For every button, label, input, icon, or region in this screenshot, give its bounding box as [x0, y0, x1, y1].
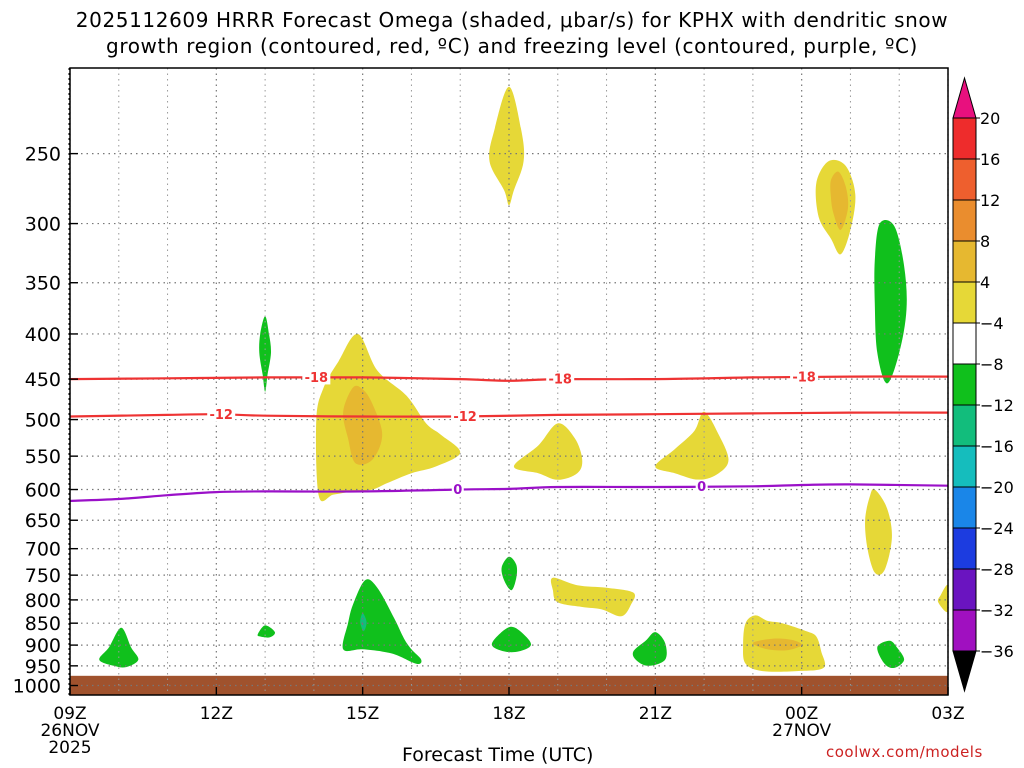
omega-area-yellow-0220	[865, 488, 892, 575]
colorbar-label-6: −8	[980, 355, 1004, 374]
colorbar-label-4: 4	[980, 273, 990, 292]
colorbar-band-1	[952, 158, 977, 201]
x-axis-label: Forecast Time (UTC)	[402, 744, 594, 766]
colorbar-band-12	[952, 609, 977, 652]
omega-colorbar: 20 16 12 8 4 −4 −8 −12 −16 −20 −24 −28 −32 −36	[952, 76, 1014, 693]
omega-area-green-1500	[342, 579, 422, 665]
colorbar-label-9: −20	[980, 478, 1014, 497]
contour-label-bg-freezing-level-1	[695, 479, 708, 494]
omega-area-green-1810	[491, 626, 532, 653]
x-tick-label-03Z: 03Z	[931, 704, 964, 724]
contour-label-dgz-minus12-0: -12	[209, 408, 233, 423]
contour-label-bg-dgz-minus12-0	[207, 407, 236, 422]
x-tick-sublabel-09Z-1: 2025	[48, 738, 91, 758]
axes-layer: 2503003504004505005506006507007508008509…	[13, 67, 965, 758]
omega-area-orange-0120	[830, 171, 849, 230]
omega-area-orange-2330	[752, 638, 802, 651]
y-tick-label-900: 900	[25, 635, 61, 657]
x-tick-sublabel-00Z-0: 27NOV	[772, 721, 831, 741]
y-tick-label-450: 450	[25, 369, 61, 391]
contour-label-freezing-level-1: 0	[697, 480, 706, 495]
omega-area-green-1300	[257, 625, 276, 638]
omega-area-yellow-250	[489, 86, 525, 206]
colorbar-label-12: −32	[980, 601, 1014, 620]
omega-area-teal-1500	[360, 613, 367, 632]
grid-layer	[69, 68, 949, 695]
omega-area-orange-1603	[343, 385, 383, 465]
colorbar-label-10: −24	[980, 519, 1014, 538]
colorbar-label-7: −12	[980, 396, 1014, 415]
colorbar-band-10	[952, 527, 977, 570]
x-tick-label-12Z: 12Z	[200, 704, 233, 724]
contour-label-bg-dgz-minus18-2	[790, 369, 819, 384]
chart-title-line-2: growth region (contoured, red, ºC) and f…	[106, 34, 918, 58]
x-tick-label-18Z: 18Z	[492, 704, 525, 724]
omega-shading-layer	[99, 86, 948, 672]
colorbar-band-8	[952, 445, 977, 488]
omega-area-yellow-1900	[513, 423, 583, 480]
y-tick-label-950: 950	[25, 656, 61, 678]
colorbar-label-2: 12	[980, 191, 1000, 210]
y-tick-label-800: 800	[25, 590, 61, 612]
y-tick-label-850: 850	[25, 613, 61, 635]
colorbar-band-2	[952, 199, 977, 242]
colorbar-label-3: 8	[980, 232, 990, 251]
site-credit[interactable]: coolwx.com/models	[826, 743, 983, 761]
y-tick-label-600: 600	[25, 480, 61, 502]
y-tick-label-400: 400	[25, 324, 61, 346]
colorbar-top-triangle	[952, 76, 977, 119]
contour-label-dgz-minus12-1: -12	[453, 410, 477, 425]
colorbar-label-0: 20	[980, 109, 1000, 128]
y-tick-label-750: 750	[25, 565, 61, 587]
omega-area-yellow-1930	[550, 577, 636, 617]
y-tick-label-350: 350	[25, 273, 61, 295]
y-tick-label-300: 300	[25, 214, 61, 236]
colorbar-band-9	[952, 486, 977, 529]
chart-title-line-1: 2025112609 HRRR Forecast Omega (shaded, …	[75, 8, 949, 32]
colorbar-band-4	[952, 281, 977, 324]
contour-label-bg-dgz-minus18-1	[546, 372, 575, 387]
colorbar-band-7	[952, 404, 977, 447]
x-tick-label-15Z: 15Z	[346, 704, 379, 724]
y-tick-label-700: 700	[25, 539, 61, 561]
x-tick-label-00Z: 00Z	[785, 704, 818, 724]
contour-label-bg-dgz-minus18-0	[302, 370, 331, 385]
omega-area-green-1000	[99, 627, 139, 668]
contour-dgz-minus18	[70, 375, 948, 382]
contour-label-freezing-level-0: 0	[453, 483, 462, 498]
x-tick-sublabel-09Z-0: 26NOV	[40, 721, 99, 741]
omega-area-green-1805	[501, 556, 518, 591]
y-tick-label-500: 500	[25, 410, 61, 432]
colorbar-band-5	[952, 322, 977, 365]
contour-label-dgz-minus18-0: -18	[305, 371, 329, 386]
colorbar-bottom-triangle	[952, 650, 977, 693]
contour-label-bg-dgz-minus12-1	[451, 409, 480, 424]
x-tick-label-09Z: 09Z	[53, 704, 86, 724]
contour-freezing-level	[70, 483, 948, 502]
colorbar-label-11: −28	[980, 560, 1014, 579]
colorbar-band-11	[952, 568, 977, 611]
y-tick-label-1000: 1000	[13, 676, 61, 698]
omega-area-green-0220-low	[877, 640, 905, 669]
y-tick-label-550: 550	[25, 446, 61, 468]
colorbar-label-5: −4	[980, 314, 1004, 333]
y-tick-label-250: 250	[25, 144, 61, 166]
contour-label-dgz-minus18-1: -18	[548, 373, 572, 388]
y-tick-label-650: 650	[25, 510, 61, 532]
omega-area-yellow-2230	[655, 411, 729, 480]
omega-area-yellow-edge-800	[937, 584, 948, 613]
contour-label-dgz-minus18-2: -18	[792, 370, 816, 385]
contour-layer: -18 -18 -18 -12 -12 0 0	[70, 369, 948, 502]
colorbar-band-3	[952, 240, 977, 283]
colorbar-label-8: −16	[980, 437, 1014, 456]
colorbar-label-1: 16	[980, 150, 1000, 169]
omega-area-green-0220	[874, 219, 907, 384]
colorbar-band-0	[952, 117, 977, 160]
colorbar-band-6	[952, 363, 977, 406]
x-tick-label-21Z: 21Z	[639, 704, 672, 724]
omega-area-green-2100	[632, 632, 667, 666]
colorbar-label-13: −36	[980, 642, 1014, 661]
contour-label-bg-freezing-level-0	[451, 482, 464, 497]
